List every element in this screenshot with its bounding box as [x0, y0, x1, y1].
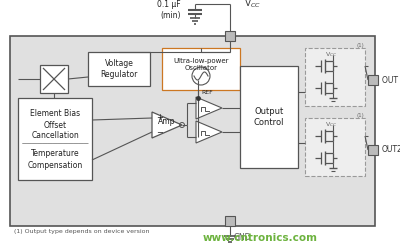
Bar — [40, 65, 68, 93]
Text: Compensation: Compensation — [27, 160, 83, 169]
Bar — [88, 52, 150, 86]
Bar — [225, 216, 235, 226]
Text: V$_{CC}$: V$_{CC}$ — [244, 0, 261, 10]
Text: OUT2: OUT2 — [382, 146, 400, 155]
Text: 0.1 μF
(min): 0.1 μF (min) — [157, 0, 181, 20]
Text: Output
Control: Output Control — [254, 107, 284, 127]
Bar — [368, 145, 378, 155]
Text: (1): (1) — [356, 43, 364, 48]
Text: Ultra-low-power
Oscillator: Ultra-low-power Oscillator — [173, 58, 229, 71]
Polygon shape — [196, 97, 222, 119]
Text: V$_{CC}$: V$_{CC}$ — [325, 51, 337, 60]
Text: REF: REF — [201, 91, 213, 95]
Text: −: − — [156, 128, 163, 137]
Bar — [368, 75, 378, 85]
Text: GND: GND — [234, 234, 252, 243]
Text: OUT /OUT1: OUT /OUT1 — [382, 75, 400, 85]
Text: (1) Output type depends on device version: (1) Output type depends on device versio… — [14, 229, 150, 235]
Text: Offset: Offset — [44, 122, 66, 130]
Text: Element Bias: Element Bias — [30, 110, 80, 119]
Text: V$_{CC}$: V$_{CC}$ — [325, 121, 337, 129]
Text: Cancellation: Cancellation — [31, 131, 79, 141]
Text: Temperature: Temperature — [31, 150, 79, 158]
Bar — [225, 31, 235, 41]
Text: Amp: Amp — [158, 118, 176, 126]
Polygon shape — [196, 121, 222, 143]
Bar — [18, 98, 92, 180]
Text: +: + — [156, 113, 163, 122]
Bar — [240, 66, 298, 168]
Text: Voltage
Regulator: Voltage Regulator — [100, 59, 138, 79]
Text: (1): (1) — [356, 113, 364, 118]
Polygon shape — [152, 112, 182, 138]
Bar — [162, 48, 240, 90]
Bar — [305, 118, 365, 176]
Bar — [305, 48, 365, 106]
Text: www.cntronics.com: www.cntronics.com — [202, 233, 318, 243]
Bar — [10, 36, 375, 226]
